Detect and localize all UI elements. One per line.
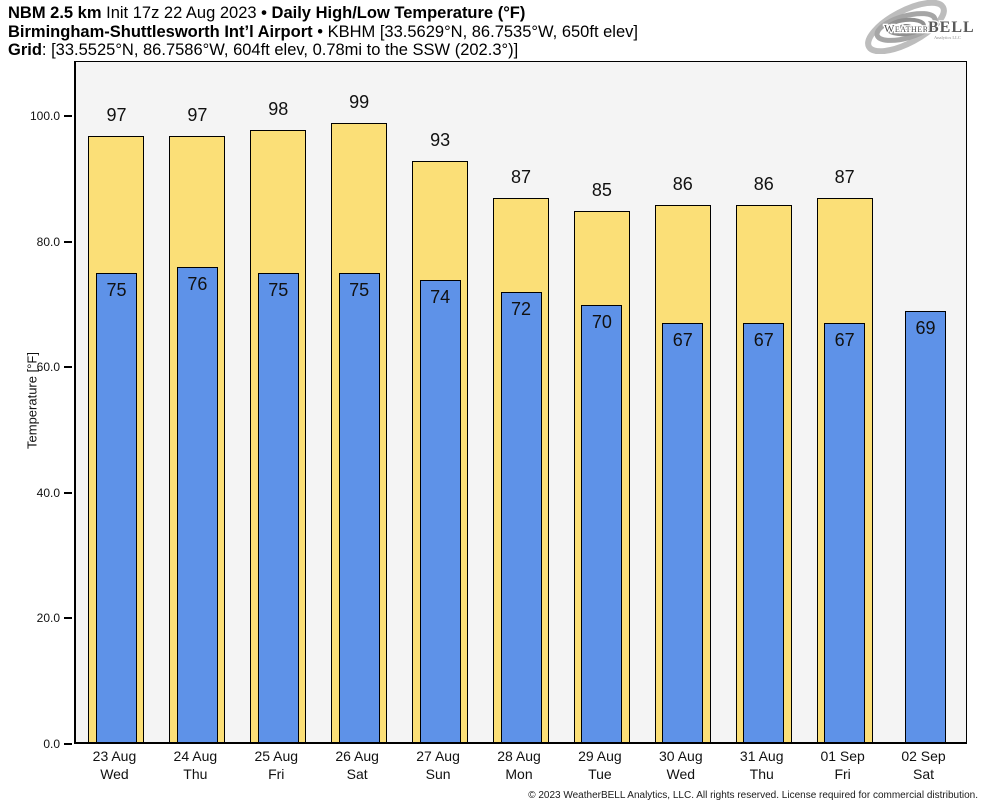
low-value-label: 76 [187, 274, 208, 294]
x-axis: 23 Aug Wed 24 Aug Thu 25 Aug Fri 26 Aug Sat 27 A… [74, 747, 967, 787]
station-info: • KBHM [33.5629°N, 86.7535°W, 650ft elev… [312, 22, 638, 41]
low-value-label: 75 [106, 280, 127, 301]
x-tick-label: 28 Aug Mon [469, 747, 569, 783]
x-tick-date: 23 Aug [92, 748, 137, 764]
low-bar [176, 267, 218, 742]
x-tick-day: Wed [100, 766, 129, 782]
y-tick-mark [64, 617, 72, 620]
low-value-label: 72 [510, 299, 532, 319]
title-line-1: NBM 2.5 km Init 17z 22 Aug 2023 • Daily … [8, 4, 638, 23]
model-name: NBM 2.5 km [8, 4, 102, 22]
x-tick-date: 27 Aug [416, 748, 460, 764]
high-value-label: 87 [834, 167, 855, 188]
x-tick-date: 24 Aug [173, 748, 218, 764]
y-tick-mark [64, 491, 72, 494]
x-tick-label: 25 Aug Fri [226, 747, 326, 783]
low-value-label: 70 [591, 311, 612, 332]
x-tick-label: 01 Sep Fri [793, 747, 893, 783]
title-line-3: Grid: [33.5525°N, 86.7586°W, 604ft elev,… [8, 41, 638, 60]
low-value-label: 67 [834, 330, 855, 351]
high-value-label: 99 [349, 92, 370, 113]
y-tick-label: 60.0 [36, 360, 60, 375]
low-bar [743, 323, 785, 742]
title-line-2: Birmingham-Shuttlesworth Int’l Airport •… [8, 23, 638, 42]
high-value-label: 97 [106, 104, 127, 125]
y-axis: 0.0 20.0 40.0 60.0 80.0 100.0 [0, 61, 74, 751]
weatherbell-logo: Weather BELL Analytics LLC [865, 0, 975, 54]
x-tick-date: 29 Aug [578, 748, 622, 764]
y-tick-mark [64, 743, 72, 745]
low-bar [905, 310, 947, 742]
x-tick-label: 29 Aug Tue [550, 747, 650, 783]
x-tick-date: 28 Aug [497, 748, 541, 764]
low-bar [95, 273, 137, 742]
low-bar [662, 323, 704, 742]
y-tick-mark [64, 115, 72, 118]
copyright-notice: © 2023 WeatherBELL Analytics, LLC. All r… [528, 790, 978, 801]
grid-label: Grid [8, 41, 42, 59]
x-tick-label: 24 Aug Thu [145, 747, 245, 783]
x-tick-day: Fri [268, 766, 285, 782]
x-tick-day: Tue [588, 766, 612, 782]
x-tick-label: 30 Aug Wed [631, 747, 731, 783]
low-bar [581, 304, 623, 742]
low-bar [338, 273, 380, 742]
low-bar [824, 323, 866, 742]
x-tick-label: 26 Aug Sat [307, 747, 407, 783]
chart-header: NBM 2.5 km Init 17z 22 Aug 2023 • Daily … [8, 4, 638, 60]
chart-title: Daily High/Low Temperature (°F) [271, 4, 526, 22]
init-time: Init 17z 22 Aug 2023 [101, 4, 262, 22]
x-tick-day: Sat [346, 766, 368, 782]
low-bar [257, 273, 299, 742]
y-tick-label: 0.0 [43, 737, 60, 751]
high-value-label: 86 [753, 173, 774, 194]
high-value-label: 97 [187, 104, 208, 125]
y-tick-label: 100.0 [29, 109, 60, 124]
station-name: Birmingham-Shuttlesworth Int’l Airport [8, 22, 313, 41]
grid-info: : [33.5525°N, 86.7586°W, 604ft elev, 0.7… [41, 41, 519, 59]
bullet-separator: • [261, 4, 272, 22]
x-tick-date: 01 Sep [820, 748, 865, 764]
y-tick-label: 40.0 [36, 485, 60, 500]
x-tick-label: 31 Aug Thu [712, 747, 812, 783]
x-tick-day: Mon [505, 766, 533, 782]
x-tick-date: 30 Aug [659, 748, 703, 764]
y-tick-mark [64, 240, 72, 243]
x-tick-date: 26 Aug [335, 748, 379, 764]
x-tick-label: 23 Aug Wed [64, 747, 164, 783]
logo-brand-bell: BELL [928, 19, 975, 36]
x-tick-day: Wed [666, 766, 696, 782]
x-tick-day: Thu [183, 766, 208, 782]
plot-area: 97 97 98 99 93 87 85 86 86 87 75 76 75 75 74 72 70 67 67 67… [74, 61, 967, 744]
high-value-label: 87 [510, 167, 532, 188]
x-tick-label: 02 Sep Sat [874, 747, 974, 783]
low-value-label: 67 [753, 330, 774, 351]
x-tick-date: 25 Aug [254, 748, 299, 764]
logo-brand-weather: Weather [884, 23, 929, 35]
y-tick-label: 80.0 [36, 234, 60, 249]
low-value-label: 69 [915, 317, 936, 338]
low-bar [419, 279, 461, 742]
low-value-label: 75 [268, 280, 289, 301]
hurricane-swirl-icon [865, 0, 947, 54]
x-tick-label: 27 Aug Sun [388, 747, 488, 783]
low-value-label: 67 [672, 330, 693, 351]
x-tick-day: Sun [425, 766, 451, 782]
x-tick-day: Sat [913, 766, 935, 782]
y-tick-mark [64, 366, 72, 369]
low-value-label: 75 [349, 280, 370, 301]
y-tick-label: 20.0 [36, 611, 60, 626]
high-value-label: 98 [268, 98, 289, 119]
high-value-label: 86 [672, 173, 693, 194]
low-bar [500, 292, 542, 742]
x-tick-day: Fri [834, 766, 851, 782]
low-value-label: 74 [430, 286, 451, 307]
x-tick-day: Thu [749, 766, 774, 782]
logo-subtext: Analytics LLC [934, 35, 961, 40]
x-tick-date: 02 Sep [901, 748, 946, 764]
high-value-label: 93 [430, 129, 451, 150]
high-value-label: 85 [591, 179, 612, 200]
x-tick-date: 31 Aug [739, 748, 784, 764]
